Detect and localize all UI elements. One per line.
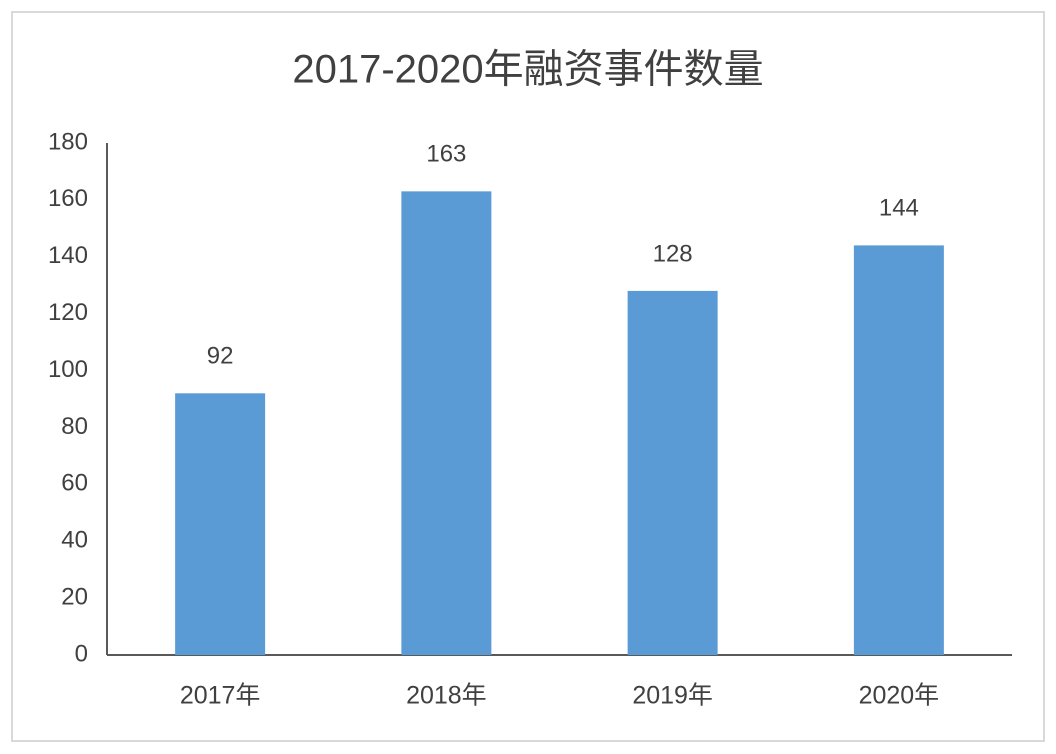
value-label: 163 xyxy=(426,141,466,168)
chart-title: 2017-2020年融资事件数量 xyxy=(292,48,763,92)
value-label: 144 xyxy=(879,195,919,222)
value-label: 92 xyxy=(207,343,234,370)
value-label: 128 xyxy=(653,240,693,267)
y-tick-label: 60 xyxy=(61,470,88,497)
y-tick-label: 100 xyxy=(48,356,88,383)
bar xyxy=(401,191,492,655)
y-tick-label: 0 xyxy=(75,640,88,667)
y-tick-label: 180 xyxy=(48,128,88,155)
y-tick-label: 140 xyxy=(48,242,88,269)
x-tick-label: 2019年 xyxy=(632,682,713,710)
y-tick-label: 160 xyxy=(48,185,88,212)
bar xyxy=(175,393,266,655)
bar xyxy=(627,290,718,655)
y-tick-label: 80 xyxy=(61,413,88,440)
x-tick-label: 2018年 xyxy=(406,682,487,710)
y-tick-label: 40 xyxy=(61,527,88,554)
y-tick-label: 20 xyxy=(61,583,88,610)
y-tick-label: 120 xyxy=(48,299,88,326)
bar xyxy=(853,245,944,655)
x-tick-label: 2020年 xyxy=(859,682,940,710)
x-tick-label: 2017年 xyxy=(180,682,261,710)
